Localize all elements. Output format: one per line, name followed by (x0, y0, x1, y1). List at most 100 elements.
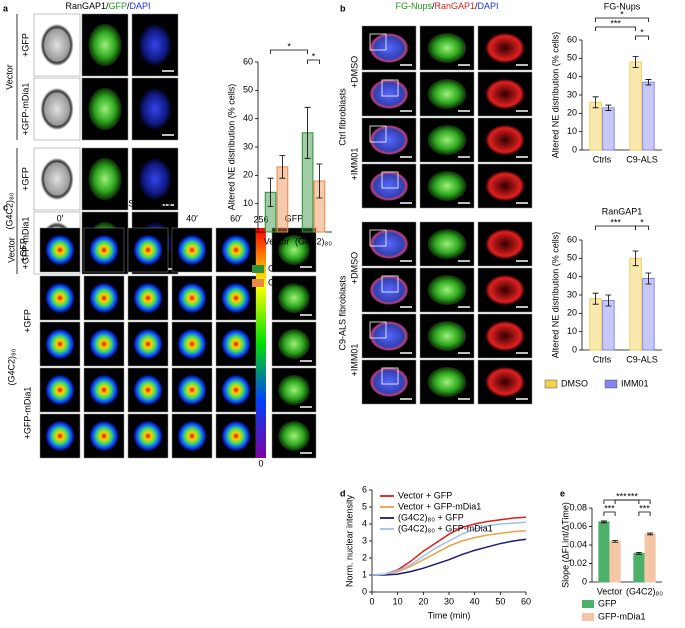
cell (278, 375, 310, 405)
cell (427, 125, 467, 155)
cell (427, 367, 467, 397)
y-tick-label: 0 (572, 344, 577, 354)
error-bar (645, 272, 652, 285)
x-axis-label: Time (min) (428, 610, 471, 620)
y-tick-label: 10 (567, 126, 577, 136)
group-label: Vector (4, 64, 14, 90)
channel-label: GFP (285, 213, 304, 223)
cell (177, 329, 207, 359)
bar (633, 552, 645, 583)
bar (642, 81, 655, 151)
stain-part: RanGAP1 (65, 1, 106, 11)
error-bar (592, 96, 599, 109)
x-tick-label: 60 (521, 596, 531, 606)
x-tick-label: 0 (369, 596, 374, 606)
time-label: 20′ (142, 213, 154, 223)
y-tick-label: 60 (567, 234, 577, 244)
y-tick-label: 5 (362, 501, 367, 511)
cell (369, 125, 409, 155)
x-tick-label: 10 (393, 596, 403, 606)
y-axis-label: Altered NE distribution (% cells) (550, 32, 560, 159)
y-tick-label: 20 (567, 108, 577, 118)
error-bar (605, 104, 612, 111)
row-label: +GFP (20, 33, 30, 57)
x-tick-label: C9-ALS (626, 354, 658, 364)
stain-part: GFP (109, 1, 128, 11)
stain-part: DAPI (130, 1, 151, 11)
legend-label: Vector + GFP (398, 490, 452, 500)
cell (369, 229, 409, 259)
y-tick-label: 0 (248, 226, 253, 236)
cell (89, 283, 119, 313)
significance-label: *** (610, 18, 621, 28)
colorbar (256, 228, 266, 458)
line-series (371, 521, 527, 576)
panel-label: b (340, 3, 346, 13)
error-bar (647, 532, 654, 536)
error-bar (632, 250, 639, 267)
error-bar (645, 79, 652, 86)
significance-label: * (620, 9, 624, 19)
panel-label: d (340, 488, 346, 498)
cell (278, 283, 310, 313)
y-tick-label: 0 (362, 586, 367, 596)
y-axis-label: Slope (ΔFI.int/ΔTime) (560, 502, 570, 588)
time-label: 60′ (230, 213, 242, 223)
y-tick-label: 20 (567, 308, 577, 318)
cell (427, 229, 467, 259)
cell (133, 375, 163, 405)
legend-swatch (582, 600, 594, 608)
x-tick-label: 20 (418, 596, 428, 606)
y-tick-label: 0.04 (569, 539, 587, 549)
y-axis-label: Norm. nuclear intensity (344, 494, 354, 587)
inset-box (381, 171, 399, 189)
x-tick-label: C9-ALS (626, 154, 658, 164)
panel-label: a (3, 3, 9, 13)
inset-box (369, 33, 387, 51)
stain-part: FG-Nups (395, 1, 432, 11)
row-label: +GFP-mDia1 (20, 83, 30, 136)
error-bar (592, 292, 599, 305)
cell (45, 329, 75, 359)
cell (369, 171, 409, 201)
cell (40, 23, 74, 67)
x-tick-label: Ctrls (593, 154, 612, 164)
cell (427, 79, 467, 109)
cell (88, 87, 122, 131)
y-tick-label: 40 (567, 271, 577, 281)
significance-label: * (640, 217, 644, 227)
row-label: +IMM01 (349, 148, 359, 181)
y-tick-label: 0 (572, 144, 577, 154)
significance-bracket (307, 59, 320, 64)
legend-swatch (252, 265, 264, 273)
y-tick-label: 0.02 (569, 558, 587, 568)
cell (485, 367, 525, 397)
group-label: Ctrl fibroblasts (337, 88, 347, 146)
bar (644, 533, 656, 583)
y-tick-label: 10 (243, 198, 253, 208)
stain-part: / (127, 1, 130, 11)
significance-label: * (640, 27, 644, 37)
significance-bracket (270, 49, 308, 54)
y-tick-label: 10 (567, 326, 577, 336)
inset-box (369, 229, 387, 247)
inset-box (381, 79, 399, 97)
significance-bracket (635, 35, 649, 40)
x-tick-label: Vector (264, 236, 290, 246)
y-axis-label: Altered NE distribution (% cells) (226, 84, 236, 211)
group-label: (G4C2)₈₀ (6, 348, 16, 385)
inset-box (381, 367, 399, 385)
stain-part: / (106, 1, 109, 11)
bar (589, 101, 602, 151)
legend-label: (G4C2)₈₀ + GFP (398, 512, 464, 522)
cell (177, 375, 207, 405)
stain-part: DAPI (478, 1, 499, 11)
cell (369, 321, 409, 351)
cell (485, 33, 525, 63)
row-label: +GFP (22, 309, 32, 333)
significance-label: *** (616, 491, 627, 501)
cell (177, 235, 207, 265)
stain-label: RanGAP1/GFP/DAPI (65, 1, 150, 11)
x-tick-label: 40 (470, 596, 480, 606)
cell (369, 79, 409, 109)
